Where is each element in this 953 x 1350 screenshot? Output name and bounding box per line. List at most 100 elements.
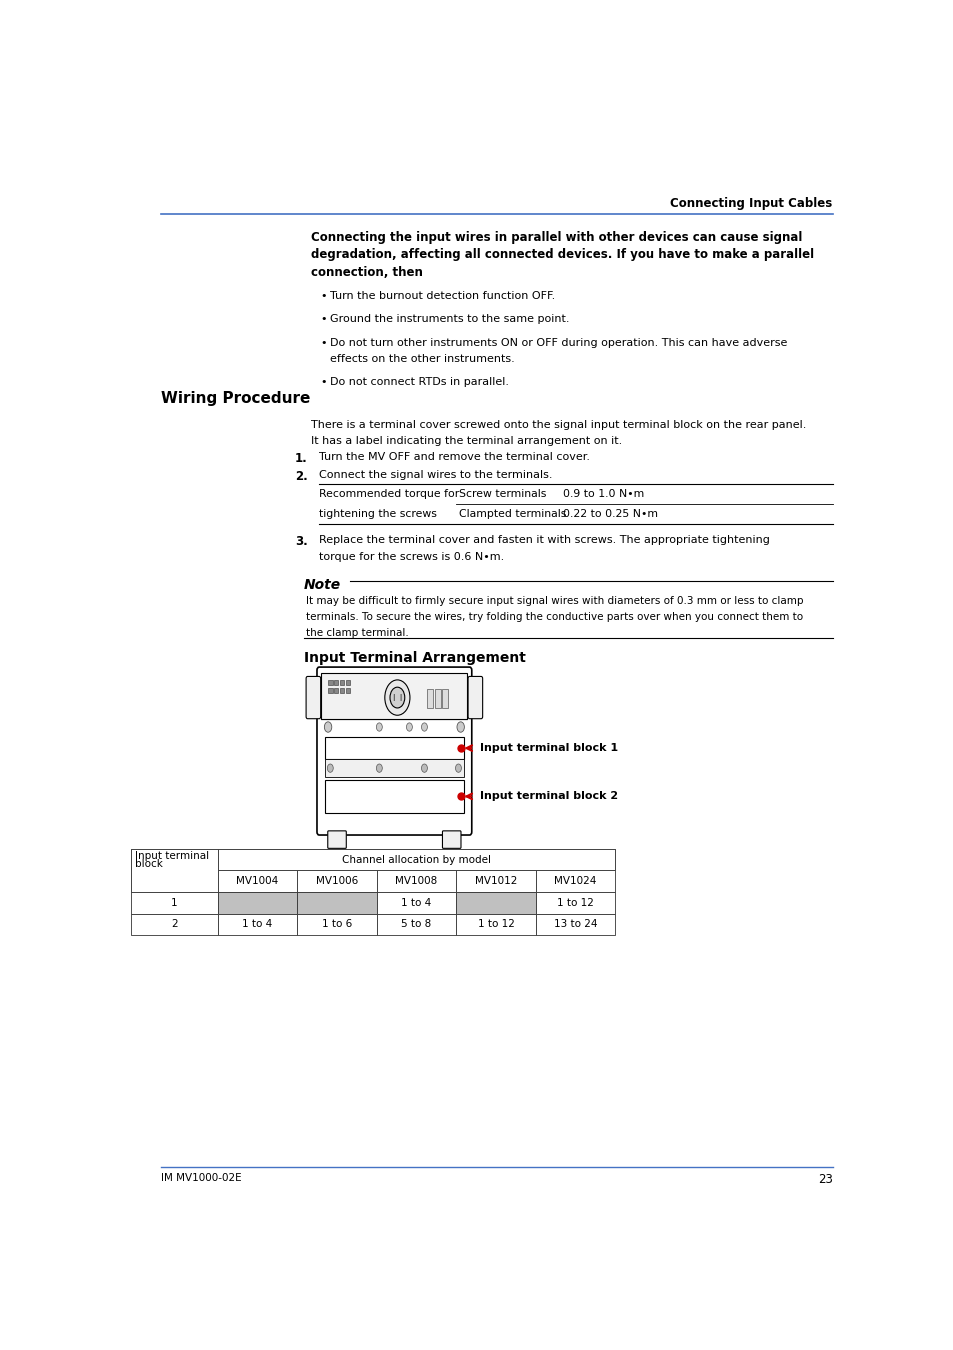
Circle shape <box>421 722 427 732</box>
Bar <box>536 914 615 936</box>
Bar <box>325 779 463 813</box>
Bar <box>435 690 440 707</box>
Bar <box>297 914 376 936</box>
Bar <box>456 892 536 914</box>
Text: Channel allocation by model: Channel allocation by model <box>341 855 491 864</box>
Bar <box>131 892 217 914</box>
Bar <box>376 914 456 936</box>
Circle shape <box>376 722 382 732</box>
Text: 2.: 2. <box>294 470 308 483</box>
Bar <box>456 914 536 936</box>
Text: Connect the signal wires to the terminals.: Connect the signal wires to the terminal… <box>318 470 552 481</box>
Bar <box>131 849 217 892</box>
FancyBboxPatch shape <box>442 830 460 848</box>
Text: 5 to 8: 5 to 8 <box>401 919 431 929</box>
Bar <box>339 688 344 694</box>
Text: 13 to 24: 13 to 24 <box>553 919 597 929</box>
Bar <box>325 737 463 759</box>
Text: Clampted terminals: Clampted terminals <box>459 509 566 518</box>
FancyBboxPatch shape <box>316 667 472 836</box>
Bar <box>456 871 536 892</box>
Bar <box>297 871 376 892</box>
Text: 1 to 4: 1 to 4 <box>242 919 273 929</box>
Text: 1: 1 <box>171 898 177 907</box>
Bar <box>217 849 297 871</box>
Circle shape <box>384 680 410 716</box>
Text: Input terminal block 1: Input terminal block 1 <box>479 743 618 753</box>
Bar <box>328 680 333 684</box>
Bar <box>536 871 615 892</box>
Bar <box>376 892 456 914</box>
Bar <box>297 849 376 871</box>
Text: Turn the burnout detection function OFF.: Turn the burnout detection function OFF. <box>330 292 555 301</box>
Circle shape <box>455 764 461 772</box>
Circle shape <box>406 722 412 732</box>
Text: effects on the other instruments.: effects on the other instruments. <box>330 354 515 364</box>
Text: tightening the screws: tightening the screws <box>318 509 436 518</box>
Text: 1 to 12: 1 to 12 <box>557 898 594 907</box>
Text: MV1024: MV1024 <box>554 876 596 886</box>
Text: 1 to 12: 1 to 12 <box>477 919 514 929</box>
Text: 23: 23 <box>817 1173 832 1187</box>
Text: 1.: 1. <box>294 451 308 464</box>
Bar <box>334 688 338 694</box>
Bar <box>325 759 463 778</box>
Bar <box>376 871 456 892</box>
Text: Turn the MV OFF and remove the terminal cover.: Turn the MV OFF and remove the terminal … <box>318 451 589 462</box>
Text: MV1006: MV1006 <box>315 876 357 886</box>
Circle shape <box>456 722 464 732</box>
Circle shape <box>421 764 427 772</box>
Text: Input Terminal Arrangement: Input Terminal Arrangement <box>304 651 525 666</box>
Bar <box>427 690 433 707</box>
Text: Wiring Procedure: Wiring Procedure <box>161 392 311 406</box>
Text: Note: Note <box>304 578 341 591</box>
Bar <box>345 680 350 684</box>
Bar <box>131 914 217 936</box>
Text: There is a terminal cover screwed onto the signal input terminal block on the re: There is a terminal cover screwed onto t… <box>311 420 806 429</box>
Bar <box>442 690 448 707</box>
Text: Do not turn other instruments ON or OFF during operation. This can have adverse: Do not turn other instruments ON or OFF … <box>330 338 786 348</box>
Bar <box>339 680 344 684</box>
Bar <box>217 871 297 892</box>
Bar <box>321 674 467 718</box>
Text: •: • <box>320 338 327 348</box>
Text: Ground the instruments to the same point.: Ground the instruments to the same point… <box>330 315 569 324</box>
Text: |  |: | | <box>393 694 401 701</box>
Bar <box>345 688 350 694</box>
Text: IM MV1000-02E: IM MV1000-02E <box>161 1173 242 1183</box>
Bar <box>456 849 536 871</box>
FancyBboxPatch shape <box>328 830 346 848</box>
Text: •: • <box>320 292 327 301</box>
Text: It may be difficult to firmly secure input signal wires with diameters of 0.3 mm: It may be difficult to firmly secure inp… <box>305 595 802 606</box>
Text: MV1012: MV1012 <box>475 876 517 886</box>
Text: It has a label indicating the terminal arrangement on it.: It has a label indicating the terminal a… <box>311 436 622 446</box>
Text: block: block <box>134 860 162 869</box>
Text: •: • <box>320 378 327 387</box>
FancyBboxPatch shape <box>306 676 320 718</box>
Text: 1 to 4: 1 to 4 <box>401 898 431 907</box>
Circle shape <box>327 764 333 772</box>
Text: Recommended torque for: Recommended torque for <box>318 489 458 500</box>
Text: connection, then: connection, then <box>311 266 423 278</box>
Bar <box>376 849 456 871</box>
Text: Input terminal block 2: Input terminal block 2 <box>479 791 618 802</box>
Bar <box>536 849 615 871</box>
Circle shape <box>376 764 382 772</box>
Bar <box>131 871 217 892</box>
Text: Replace the terminal cover and fasten it with screws. The appropriate tightening: Replace the terminal cover and fasten it… <box>318 536 769 545</box>
Text: 0.22 to 0.25 N•m: 0.22 to 0.25 N•m <box>562 509 658 518</box>
FancyBboxPatch shape <box>468 676 482 718</box>
Text: Input terminal: Input terminal <box>134 852 209 861</box>
Text: torque for the screws is 0.6 N•m.: torque for the screws is 0.6 N•m. <box>318 552 503 562</box>
Text: terminals. To secure the wires, try folding the conductive parts over when you c: terminals. To secure the wires, try fold… <box>305 612 801 621</box>
Bar <box>131 849 217 871</box>
Text: 1 to 6: 1 to 6 <box>321 919 352 929</box>
Text: degradation, affecting all connected devices. If you have to make a parallel: degradation, affecting all connected dev… <box>311 248 814 262</box>
Text: MV1008: MV1008 <box>395 876 437 886</box>
Bar <box>334 680 338 684</box>
Text: •: • <box>320 315 327 324</box>
Text: Connecting Input Cables: Connecting Input Cables <box>670 197 832 211</box>
Bar <box>536 892 615 914</box>
Text: Do not connect RTDs in parallel.: Do not connect RTDs in parallel. <box>330 378 509 387</box>
Bar <box>328 688 333 694</box>
